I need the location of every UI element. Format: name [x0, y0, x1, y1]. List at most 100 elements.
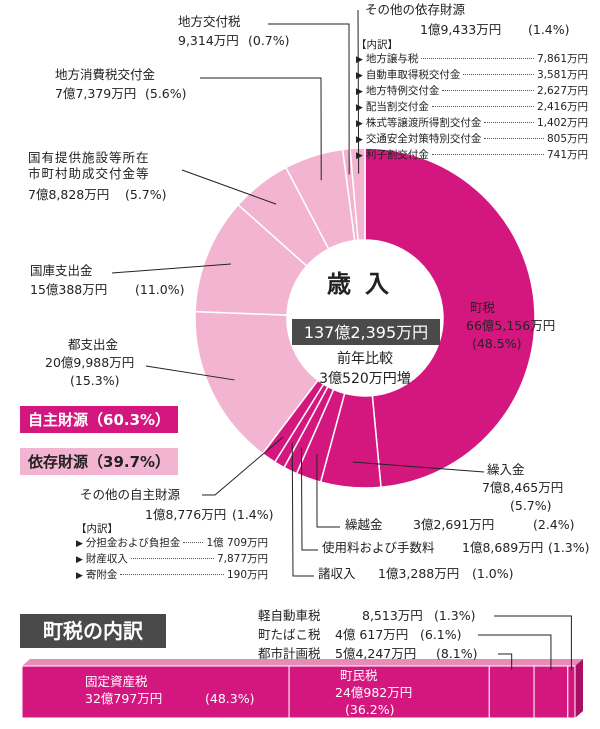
- segment-name: 固定資産税: [85, 674, 148, 689]
- total-label: 137億2,395万円: [304, 323, 428, 342]
- breakdown-amount: 7,877万円: [216, 553, 268, 565]
- slice-percent: (5.7%): [510, 498, 552, 513]
- segment-name: 都市計画税: [258, 646, 321, 661]
- breakdown-item: 利子割交付金 741万円: [356, 148, 588, 164]
- segment-amount: 4億 617万円: [335, 627, 409, 642]
- breakdown-item: 財産収入 7,877万円: [76, 552, 268, 568]
- dot-leader: [120, 574, 224, 575]
- breakdown-name: 利子割交付金: [365, 149, 429, 161]
- center-title: 歳入: [327, 270, 403, 298]
- leader-line: [145, 365, 235, 381]
- slice-amount: 1億3,288万円: [378, 566, 460, 581]
- slice-amount: 1億8,776万円: [145, 507, 227, 522]
- dot-leader: [421, 58, 534, 59]
- breakdown-title: 【内訳】: [356, 39, 398, 51]
- breakdown: 【内訳】分担金および負担金 1億 709万円財産収入 7,877万円寄附金 190万円: [76, 521, 268, 584]
- slice-percent: (0.7%): [248, 33, 290, 48]
- dot-leader: [431, 106, 534, 107]
- leader-line: [316, 454, 340, 528]
- dot-leader: [442, 90, 534, 91]
- breakdown-item: 配当割交付金 2,416万円: [356, 100, 588, 116]
- segment-percent: (8.1%): [436, 646, 478, 661]
- dot-leader: [130, 558, 214, 559]
- slice-percent: (1.4%): [528, 22, 570, 37]
- leader-line: [268, 23, 350, 175]
- breakdown-name: 寄附金: [85, 569, 118, 581]
- slice-name: 繰越金: [345, 517, 383, 532]
- slice-name: 使用料および手数料: [322, 540, 435, 555]
- leader-line: [181, 169, 277, 205]
- breakdown-name: 分担金および負担金: [85, 537, 181, 549]
- breakdown-item: 地方特例交付金 2,627万円: [356, 84, 588, 100]
- dot-leader: [183, 542, 204, 543]
- breakdown-amount: 741万円: [546, 149, 588, 161]
- breakdown-name: 財産収入: [85, 553, 128, 565]
- leader-line: [478, 634, 552, 670]
- segment-amount: 8,513万円: [362, 608, 423, 623]
- slice-name: 諸収入: [318, 566, 356, 581]
- breakdown-item: 分担金および負担金 1億 709万円: [76, 536, 268, 552]
- leader-line: [352, 461, 485, 473]
- segment-percent: (36.2%): [345, 702, 395, 717]
- segment-amount: 5億4,247万円: [335, 646, 417, 661]
- legend-item: 依存財源（39.7%）: [20, 448, 179, 475]
- breakdown-item: 交通安全対策特別交付金 805万円: [356, 132, 588, 148]
- breakdown-title: 【内訳】: [76, 523, 118, 535]
- breakdown-item: 寄附金 190万円: [76, 568, 268, 584]
- slice-amount: 3億2,691万円: [413, 517, 495, 532]
- slice-name: 地方交付税: [178, 14, 241, 29]
- slice-name: 国庫支出金: [30, 263, 93, 278]
- dot-leader: [431, 154, 544, 155]
- bar-segment: [567, 665, 576, 719]
- slice-amount: 1億9,433万円: [420, 22, 502, 37]
- pie-slice: [194, 310, 320, 455]
- breakdown-name: 自動車取得税交付金: [365, 69, 461, 81]
- breakdown-amount: 805万円: [546, 133, 588, 145]
- slice-name: その他の自主財源: [80, 487, 181, 502]
- bar-segment: [533, 665, 569, 719]
- slice-amount: 7億8,465万円: [482, 480, 564, 495]
- bar-segment: [488, 665, 535, 719]
- breakdown-name: 交通安全対策特別交付金: [365, 133, 482, 145]
- slice-percent: (1.4%): [232, 507, 274, 522]
- breakdown-amount: 1億 709万円: [206, 537, 268, 549]
- leader-line: [111, 263, 232, 274]
- comparison-line: 3億520万円増: [319, 371, 411, 387]
- leader-line: [200, 77, 322, 181]
- slice-amount: 15億388万円: [30, 282, 108, 297]
- slice-percent: (11.0%): [135, 282, 185, 297]
- dot-leader: [484, 138, 544, 139]
- slice-percent: (5.7%): [125, 187, 167, 202]
- slice-name: 繰入金: [487, 462, 525, 477]
- leader-line: [202, 436, 284, 496]
- segment-amount: 24億982万円: [335, 685, 413, 700]
- leader-line: [300, 447, 318, 551]
- slice-name: 都支出金: [68, 337, 119, 352]
- pie-slice: [364, 147, 536, 489]
- segment-percent: (48.3%): [205, 691, 255, 706]
- bar-bevel: [22, 659, 583, 666]
- breakdown-name: 株式等譲渡所得割交付金: [365, 117, 482, 129]
- slice-percent: (48.5%): [472, 336, 522, 351]
- section-title: 町税の内訳: [20, 614, 166, 648]
- total-box: [292, 319, 440, 345]
- leader-line: [494, 615, 572, 670]
- segment-percent: (6.1%): [420, 627, 462, 642]
- breakdown-amount: 7,861万円: [536, 53, 588, 65]
- breakdown-item: 地方譲与税 7,861万円: [356, 52, 588, 68]
- segment-amount: 32億797万円: [85, 691, 163, 706]
- breakdown-item: 自動車取得税交付金 3,581万円: [356, 68, 588, 84]
- legend-item: 自主財源（60.3%）: [20, 406, 179, 433]
- breakdown-name: 地方譲与税: [365, 53, 419, 65]
- slice-amount: 9,314万円: [178, 33, 239, 48]
- dot-leader: [463, 74, 534, 75]
- slice-amount: 7億8,828万円: [28, 187, 110, 202]
- slice-amount: 7億7,379万円: [55, 86, 137, 101]
- bar-segment: [21, 665, 290, 719]
- breakdown-name: 地方特例交付金: [365, 85, 440, 97]
- breakdown-item: 株式等譲渡所得割交付金 1,402万円: [356, 116, 588, 132]
- breakdown-amount: 2,416万円: [536, 101, 588, 113]
- comparison-line: 前年比較: [337, 350, 393, 367]
